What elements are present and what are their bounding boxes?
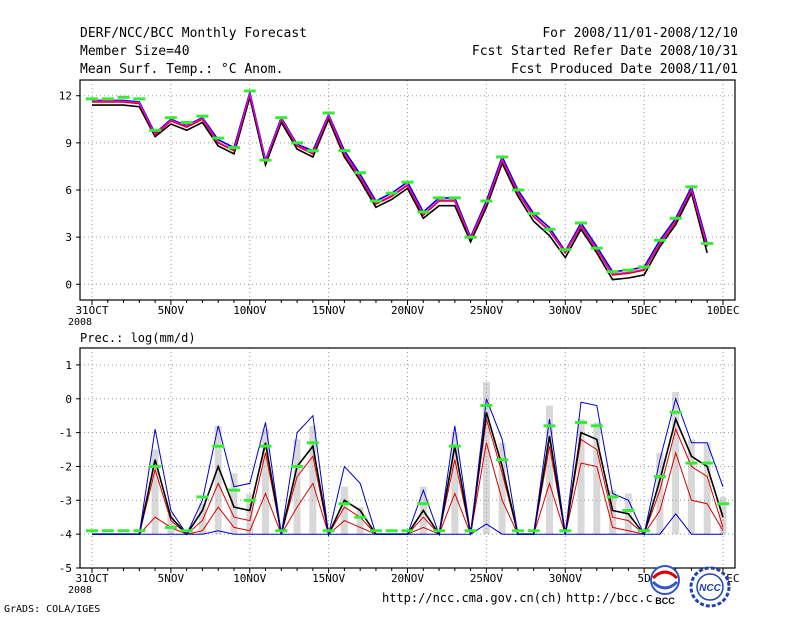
panel0-series-max xyxy=(92,89,708,273)
panel1-spread-bar xyxy=(214,425,222,535)
panel1-spread-bar xyxy=(672,392,680,535)
panel1-x-tick-label: 20NOV xyxy=(391,572,424,585)
panel1-y-tick-label: -2 xyxy=(59,460,72,473)
panel1-spread-bar xyxy=(545,405,553,535)
panel1-x-tick-label: 31OCT xyxy=(75,572,108,585)
panel0-x-tick-label: 15NOV xyxy=(312,304,345,317)
ncc-url-link[interactable]: http://ncc.cma.gov.cn(ch) xyxy=(382,591,563,605)
panel0-y-tick-label: 12 xyxy=(59,90,72,103)
panel0-x-tick-label: 10NOV xyxy=(233,304,266,317)
panel1-spread-bar xyxy=(609,490,617,535)
panel1-x-tick-label: 5NOV xyxy=(158,572,185,585)
panel0-x-tick-label: 5NOV xyxy=(158,304,185,317)
header-right-line-2: Fcst Started Refer Date 2008/10/31 xyxy=(471,44,738,59)
panel1-y-tick-label: -1 xyxy=(59,427,72,440)
panel1-spread-bar xyxy=(309,425,317,535)
header-right-line-3: Fcst Produced Date 2008/11/01 xyxy=(511,62,738,77)
panel1-spread-bar xyxy=(198,503,206,535)
panel1-spread-bar xyxy=(356,507,364,535)
header-left-line-1: DERF/NCC/BCC Monthly Forecast xyxy=(80,26,307,41)
panel1-y-tick-label: -3 xyxy=(59,494,72,507)
header-left-line-2: Member Size=40 xyxy=(80,44,190,59)
grads-credit: GrADS: COLA/IGES xyxy=(4,604,101,615)
panel0-x-tick-label: 20NOV xyxy=(391,304,424,317)
panel1-spread-bar xyxy=(656,452,664,535)
panel1-spread-bar xyxy=(593,422,601,535)
panel1-spread-bar xyxy=(246,493,254,535)
panel0-x-sublabel: 2008 xyxy=(68,317,92,328)
panel1-spread-bar xyxy=(151,449,159,535)
ncc-logo: NCC xyxy=(689,566,731,608)
panel1-spread-bar xyxy=(451,432,459,535)
ncc-logo-text: NCC xyxy=(699,583,721,594)
panel0-x-tick-label: 5DEC xyxy=(631,304,658,317)
panel0-series-min xyxy=(92,97,708,281)
bcc-url-link[interactable]: http://bcc.c xyxy=(566,591,653,605)
panel0-series-mean-highlight xyxy=(92,92,708,275)
panel1-spread-bar xyxy=(703,442,711,535)
panel1-y-tick-label: -5 xyxy=(59,562,72,575)
panel1-x-tick-label: 25NOV xyxy=(470,572,503,585)
panel1-spread-bar xyxy=(577,419,585,535)
panel0-y-tick-label: 9 xyxy=(65,137,72,150)
panel1-spread-bar xyxy=(262,429,270,535)
panel1-x-sublabel: 2008 xyxy=(68,585,92,596)
bcc-logo: BCC xyxy=(650,565,680,606)
panel1-spread-bar xyxy=(482,381,490,535)
panel1-y-tick-label: -4 xyxy=(59,528,73,541)
panel1-x-tick-label: 10NOV xyxy=(233,572,266,585)
panel0-y-tick-label: 3 xyxy=(65,231,72,244)
panel0-y-tick-label: 0 xyxy=(65,278,72,291)
panel1-title: Prec.: log(mm/d) xyxy=(80,331,196,345)
panel0-series-mean xyxy=(92,93,708,276)
panel0-x-tick-label: 10DEC xyxy=(706,304,739,317)
panel1-x-tick-label: 15NOV xyxy=(312,572,345,585)
panel1-spread-bar xyxy=(340,486,348,535)
panel1-y-tick-label: 0 xyxy=(65,393,72,406)
header-right-line-1: For 2008/11/01-2008/12/10 xyxy=(542,26,738,41)
panel0-x-tick-label: 30NOV xyxy=(549,304,582,317)
panel0-y-tick-label: 6 xyxy=(65,184,72,197)
panel0-x-tick-label: 25NOV xyxy=(470,304,503,317)
panel1-spread-bar xyxy=(293,439,301,535)
panel1-y-tick-label: 1 xyxy=(65,359,72,372)
header-left-line-3: Mean Surf. Temp.: °C Anom. xyxy=(80,62,284,77)
panel1-x-tick-label: 5D xyxy=(638,572,651,585)
panel0-x-tick-label: 31OCT xyxy=(75,304,108,317)
panel1-spread-bar xyxy=(687,439,695,535)
bcc-logo-text: BCC xyxy=(655,596,675,606)
panel1-spread-bar xyxy=(230,473,238,535)
panel1-spread-bar xyxy=(498,442,506,535)
panel1-x-tick-label: 30NOV xyxy=(549,572,582,585)
